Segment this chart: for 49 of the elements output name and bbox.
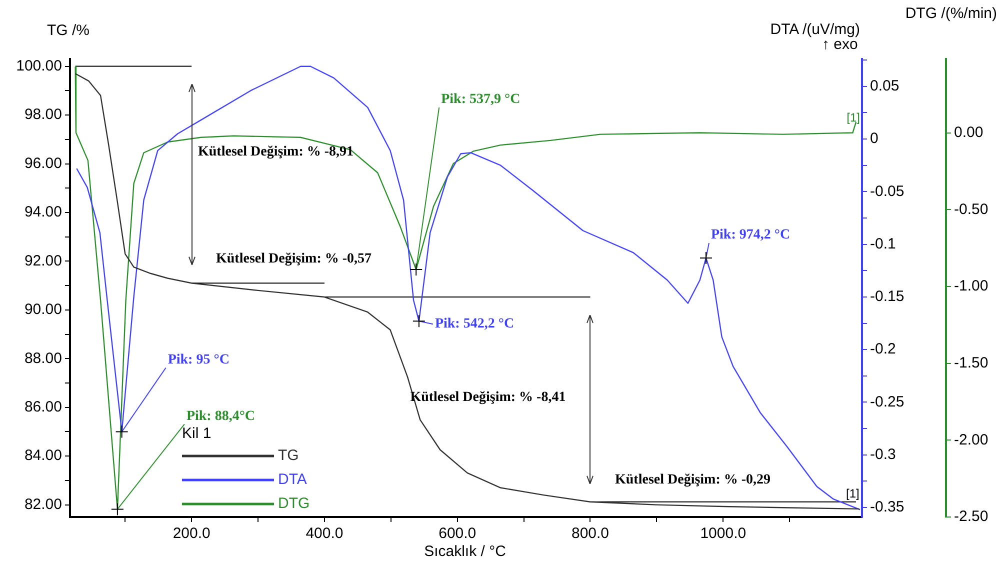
y-tick-label: 90.00 <box>24 301 62 318</box>
x-tick-label: 600.0 <box>438 525 476 542</box>
annotation: Kütlesel Değişim: % -8,91 <box>198 144 354 160</box>
y2-tick-label: 0 <box>870 130 878 148</box>
y3-tick-label: -2.50 <box>954 508 988 526</box>
y2-axis-title: DTA /(uV/mg) <box>770 21 860 38</box>
text: DTG <box>278 495 310 512</box>
y-tick-label: 94.00 <box>24 204 62 221</box>
x-tick-label: 200.0 <box>172 525 210 542</box>
y2-tick-label: -0.25 <box>870 393 904 410</box>
annotation: [1] <box>846 110 860 124</box>
x-tick-label: 1000.0 <box>700 525 746 542</box>
y2-tick-label: -0.35 <box>870 498 904 516</box>
text: DTA <box>278 471 307 488</box>
y-tick-label: 96.00 <box>24 154 62 172</box>
y-tick-label: 84.00 <box>24 447 62 464</box>
y2-tick-label: -0.2 <box>870 340 896 358</box>
annotation: Pik: 88,4°C <box>186 408 256 424</box>
annotation: Kütlesel Değişim: % -0,29 <box>615 472 771 488</box>
y-tick-label: 92.00 <box>24 252 62 270</box>
annotation: Kütlesel Değişim: % -0,57 <box>216 252 372 267</box>
y3-tick-label: 0.00 <box>954 124 984 141</box>
x-tick-label: 800.0 <box>571 525 610 542</box>
y2-tick-label: -0.3 <box>870 446 896 464</box>
annotation: Pik: 542,2 °C <box>434 316 514 332</box>
y-tick-label: 88.00 <box>24 350 62 367</box>
annotation: [1] <box>846 486 860 500</box>
y3-tick-label: -1.50 <box>954 354 988 372</box>
y3-tick-label: -1.00 <box>954 278 988 295</box>
y2-tick-label: -0.05 <box>870 182 904 200</box>
annotation: Pik: 95 °C <box>168 352 230 368</box>
y3-tick-label: -2.00 <box>954 431 988 448</box>
y3-tick-label: -0.50 <box>954 200 988 218</box>
x-tick-label: 400.0 <box>306 525 344 542</box>
y2-tick-label: -0.15 <box>870 288 904 306</box>
annotation: Pik: 974,2 °C <box>710 228 790 243</box>
legend-title: Kil 1 <box>182 425 212 442</box>
text: TG <box>278 447 299 464</box>
y-tick-label: 100.00 <box>16 57 62 74</box>
y3-axis-title: DTG /(%/min) <box>905 5 997 22</box>
text: ↑ exo <box>822 36 858 54</box>
x-axis-title: Sıcaklık / °C <box>423 543 507 560</box>
y-tick-label: 98.00 <box>24 106 62 124</box>
y2-tick-label: -0.1 <box>870 235 896 252</box>
y2-tick-label: 0.05 <box>870 78 900 95</box>
y-tick-label: 82.00 <box>24 496 62 513</box>
y-tick-label: 86.00 <box>24 398 62 416</box>
y-axis-title: TG /% <box>47 22 90 39</box>
annotation: Pik: 537,9 °C <box>441 92 520 108</box>
